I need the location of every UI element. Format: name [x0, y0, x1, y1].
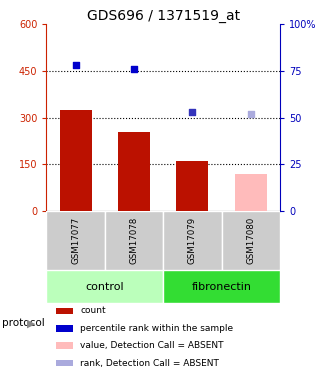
Point — [132, 66, 137, 72]
Text: GSM17079: GSM17079 — [188, 217, 197, 264]
Text: GSM17078: GSM17078 — [130, 217, 139, 264]
Bar — [56, 325, 73, 332]
Bar — [56, 308, 73, 314]
Bar — [56, 342, 73, 349]
Bar — [221, 211, 280, 270]
Bar — [46, 270, 163, 303]
Bar — [118, 132, 150, 211]
Text: value, Detection Call = ABSENT: value, Detection Call = ABSENT — [80, 341, 224, 350]
Text: GSM17080: GSM17080 — [246, 217, 255, 264]
Text: control: control — [85, 282, 124, 291]
Text: rank, Detection Call = ABSENT: rank, Detection Call = ABSENT — [80, 358, 219, 368]
Bar — [176, 161, 208, 211]
Bar — [163, 270, 280, 303]
Bar — [163, 211, 221, 270]
Point — [73, 63, 78, 69]
Text: fibronectin: fibronectin — [192, 282, 252, 291]
Text: protocol: protocol — [2, 318, 44, 328]
Text: percentile rank within the sample: percentile rank within the sample — [80, 324, 233, 333]
Title: GDS696 / 1371519_at: GDS696 / 1371519_at — [87, 9, 240, 23]
Text: GSM17077: GSM17077 — [71, 217, 80, 264]
Bar — [235, 174, 267, 211]
Bar — [60, 110, 92, 211]
Bar — [46, 211, 105, 270]
Bar — [56, 360, 73, 366]
Bar — [105, 211, 163, 270]
Point — [190, 109, 195, 115]
Text: count: count — [80, 306, 106, 315]
Point — [248, 111, 253, 117]
Text: ▶: ▶ — [27, 318, 35, 328]
